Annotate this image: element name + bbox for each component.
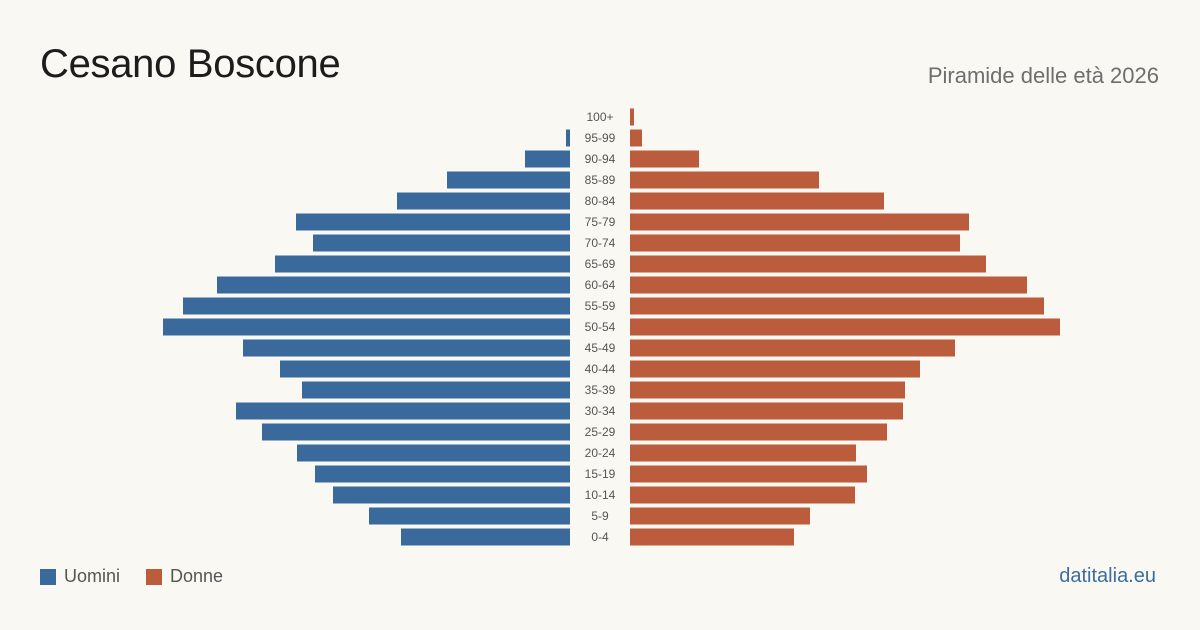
bar-women-30-34 xyxy=(630,402,903,420)
bar-men-80-84 xyxy=(397,192,570,210)
bar-women-75-79 xyxy=(630,213,969,231)
age-label-40-44: 40-44 xyxy=(585,362,616,376)
bar-women-5-9 xyxy=(630,507,810,525)
legend-swatch-men xyxy=(40,568,56,585)
bar-women-35-39 xyxy=(630,381,905,399)
bar-men-60-64 xyxy=(217,276,570,294)
age-label-55-59: 55-59 xyxy=(585,299,616,313)
bar-men-5-9 xyxy=(369,507,570,525)
bar-women-55-59 xyxy=(630,297,1044,315)
bar-women-95-99 xyxy=(630,129,642,147)
age-label-10-14: 10-14 xyxy=(585,488,616,502)
age-label-60-64: 60-64 xyxy=(585,278,616,292)
age-label-5-9: 5-9 xyxy=(591,509,609,523)
bar-women-10-14 xyxy=(630,486,855,504)
age-label-25-29: 25-29 xyxy=(585,425,616,439)
bar-women-45-49 xyxy=(630,339,955,357)
bar-women-90-94 xyxy=(630,150,699,168)
bar-men-90-94 xyxy=(525,150,570,168)
bar-men-0-4 xyxy=(401,528,570,546)
bar-women-15-19 xyxy=(630,465,867,483)
bar-women-100+ xyxy=(630,108,634,126)
bar-women-25-29 xyxy=(630,423,887,441)
bar-men-70-74 xyxy=(313,234,570,252)
bar-men-55-59 xyxy=(183,297,570,315)
bar-women-80-84 xyxy=(630,192,884,210)
bar-men-65-69 xyxy=(275,255,570,273)
bar-men-75-79 xyxy=(296,213,570,231)
age-label-70-74: 70-74 xyxy=(585,236,616,250)
bar-men-85-89 xyxy=(447,171,570,189)
bar-women-0-4 xyxy=(630,528,794,546)
page-title: Cesano Boscone xyxy=(40,42,341,86)
age-label-30-34: 30-34 xyxy=(585,404,616,418)
legend-item-men: Uomini xyxy=(40,566,120,587)
age-label-15-19: 15-19 xyxy=(585,467,616,481)
bar-men-30-34 xyxy=(236,402,570,420)
bar-women-85-89 xyxy=(630,171,819,189)
brand-link[interactable]: datitalia.eu xyxy=(1059,565,1156,587)
age-label-20-24: 20-24 xyxy=(585,446,616,460)
bar-women-50-54 xyxy=(630,318,1060,336)
age-label-45-49: 45-49 xyxy=(585,341,616,355)
legend-item-women: Donne xyxy=(146,566,223,587)
legend-label-men: Uomini xyxy=(64,566,121,586)
bar-men-40-44 xyxy=(280,360,570,378)
bar-women-60-64 xyxy=(630,276,1027,294)
age-label-0-4: 0-4 xyxy=(591,530,609,544)
chart-legend: Uomini Donne xyxy=(40,566,249,587)
bar-men-20-24 xyxy=(297,444,570,462)
bar-women-65-69 xyxy=(630,255,986,273)
legend-label-women: Donne xyxy=(170,566,224,586)
age-label-85-89: 85-89 xyxy=(585,173,616,187)
age-label-100+: 100+ xyxy=(586,110,613,124)
bar-men-25-29 xyxy=(262,423,570,441)
age-label-90-94: 90-94 xyxy=(585,152,616,166)
bar-men-50-54 xyxy=(163,318,570,336)
age-label-65-69: 65-69 xyxy=(585,257,616,271)
age-label-95-99: 95-99 xyxy=(585,131,616,145)
bar-women-20-24 xyxy=(630,444,856,462)
bar-men-95-99 xyxy=(566,129,570,147)
bar-women-70-74 xyxy=(630,234,960,252)
legend-swatch-women xyxy=(146,568,163,585)
age-label-75-79: 75-79 xyxy=(585,215,616,229)
age-label-35-39: 35-39 xyxy=(585,383,616,397)
bar-women-40-44 xyxy=(630,360,920,378)
bar-men-10-14 xyxy=(333,486,570,504)
bar-men-35-39 xyxy=(302,381,570,399)
age-label-80-84: 80-84 xyxy=(585,194,616,208)
chart-subtitle: Piramide delle età 2026 xyxy=(927,63,1159,88)
bar-men-15-19 xyxy=(315,465,570,483)
age-label-50-54: 50-54 xyxy=(585,320,616,334)
bar-men-45-49 xyxy=(243,339,570,357)
